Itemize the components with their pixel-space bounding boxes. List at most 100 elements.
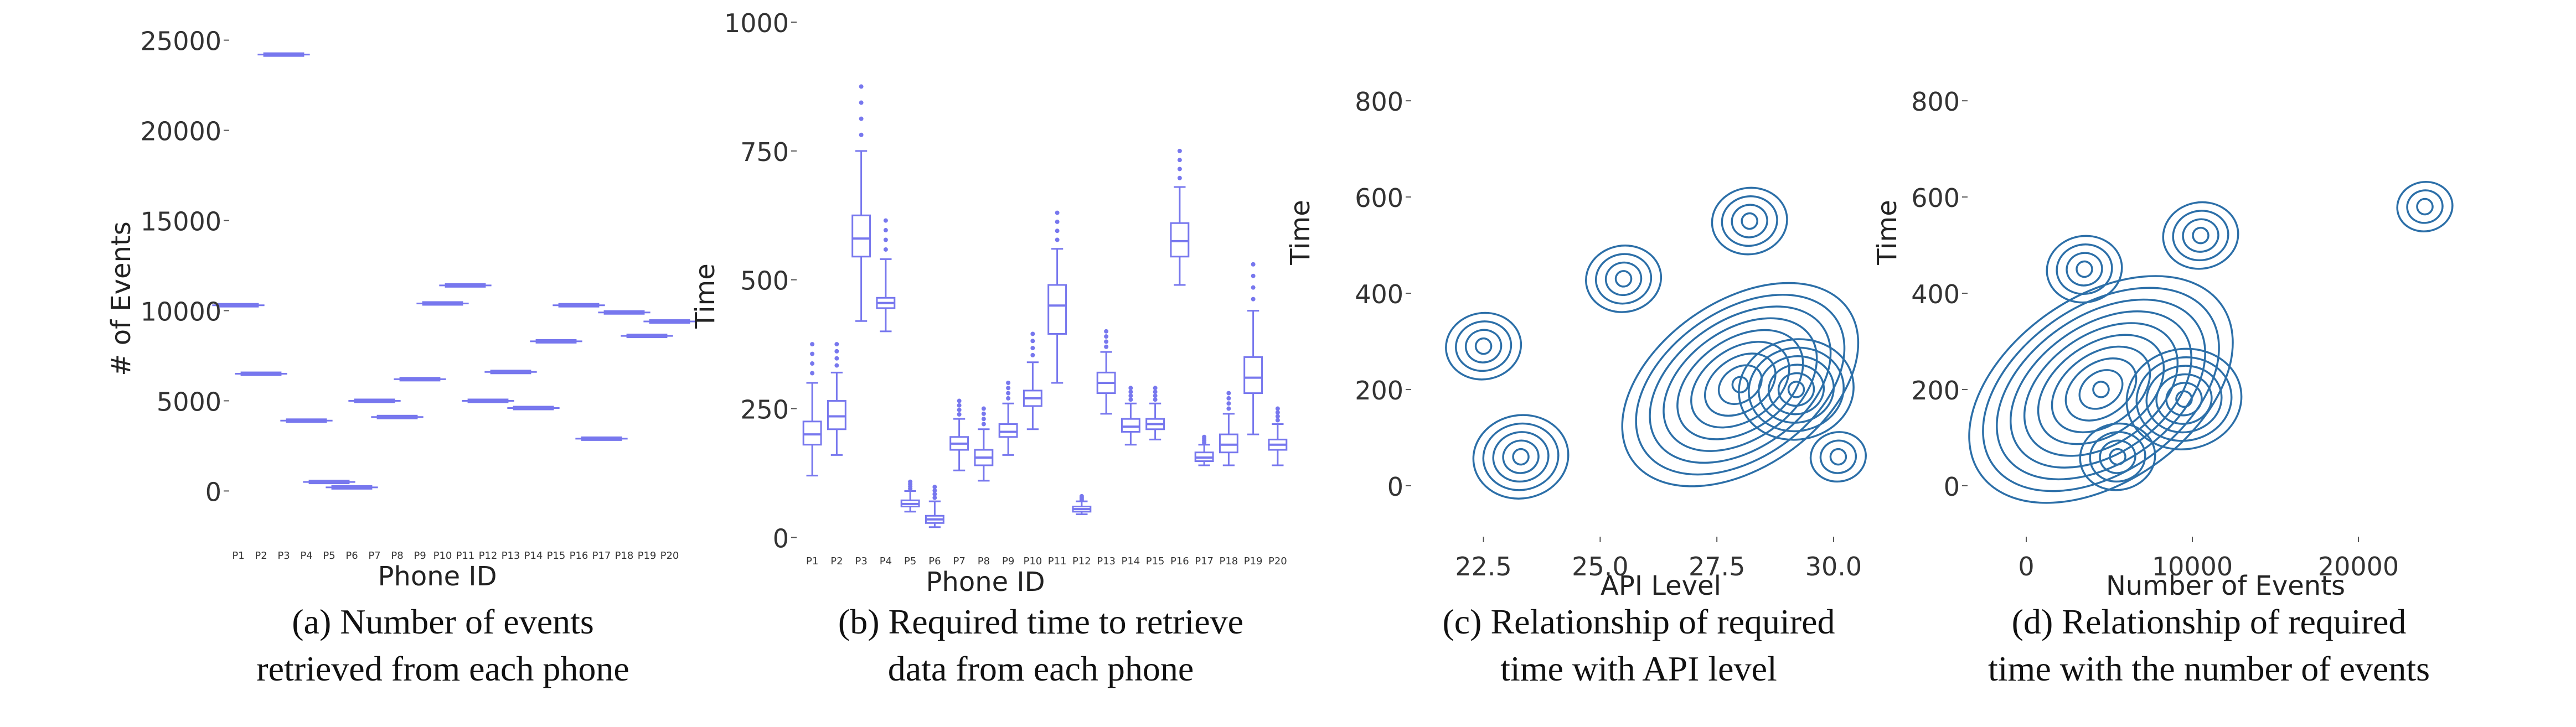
outlier-point	[1006, 380, 1011, 385]
density-contour	[1464, 329, 1503, 364]
y-tick-label: 800	[1911, 87, 1960, 117]
event-count-box	[308, 480, 350, 485]
outlier-point	[981, 417, 986, 422]
outlier-point	[1153, 390, 1158, 394]
x-tick-label: 27.5	[1689, 552, 1745, 581]
x-tick-label: P7	[953, 555, 965, 567]
x-tick-label: P6	[928, 555, 941, 567]
outlier-point	[1177, 175, 1182, 180]
x-tick-label: P20	[660, 550, 679, 562]
event-count-box	[490, 370, 531, 375]
density-contour	[1676, 329, 1804, 440]
x-tick-label: P3	[855, 555, 867, 567]
y-tick-label: 5000	[157, 387, 221, 417]
x-tick-label: P20	[1268, 555, 1287, 567]
outlier-point	[1055, 229, 1060, 233]
density-contour	[1585, 245, 1663, 313]
density-contour	[1711, 186, 1788, 256]
density-contour	[1996, 298, 2206, 481]
outlier-point	[883, 247, 888, 252]
outlier-point	[1153, 393, 1158, 398]
x-tick-label: P14	[1121, 555, 1140, 567]
density-contour	[1690, 341, 1790, 429]
outlier-point	[1030, 339, 1035, 344]
event-count-box	[399, 377, 441, 382]
outlier-point	[1006, 386, 1011, 391]
time-box	[998, 423, 1018, 438]
outlier-point	[981, 411, 986, 416]
y-tick-label: 15000	[141, 207, 221, 237]
outlier-point	[834, 363, 839, 368]
event-count-box	[445, 283, 486, 288]
outlier-point	[1055, 237, 1060, 242]
density-contour	[1767, 364, 1825, 416]
x-tick-label: 0	[2018, 552, 2034, 581]
density-contour	[2046, 235, 2123, 304]
outlier-point	[1177, 167, 1182, 172]
density-contour	[2155, 373, 2213, 425]
event-count-box	[376, 414, 418, 419]
y-tick-label: 800	[1355, 87, 1403, 117]
density-contour	[2416, 198, 2434, 216]
y-tick-label: 200	[1911, 376, 1960, 406]
event-count-box	[422, 301, 463, 306]
outlier-point	[859, 116, 864, 121]
density-contour	[1829, 448, 1847, 466]
density-contour	[1731, 376, 1749, 393]
outlier-point	[932, 485, 937, 490]
outlier-point	[1251, 262, 1256, 267]
panel-c	[1445, 186, 1867, 500]
x-tick-label: 22.5	[1455, 552, 1511, 581]
outlier-point	[1030, 352, 1035, 357]
time-box	[1121, 418, 1140, 433]
density-contour	[2165, 382, 2203, 417]
density-contour	[1721, 195, 1778, 247]
density-contour	[1703, 352, 1777, 417]
x-tick-label: P1	[232, 550, 244, 562]
x-tick-label: P16	[1170, 555, 1189, 567]
caption-line: time with API level	[1500, 649, 1777, 688]
y-axis-label: Time	[690, 263, 721, 329]
time-box	[1170, 222, 1190, 258]
density-contour	[2175, 390, 2193, 408]
outlier-point	[957, 398, 962, 403]
x-tick-label: P17	[1195, 555, 1214, 567]
outlier-point	[1202, 434, 1207, 439]
y-tick-label: 10000	[141, 297, 221, 326]
x-axis-label: API Level	[1601, 570, 1721, 601]
outlier-point	[883, 228, 888, 233]
panel-d	[1968, 180, 2454, 504]
density-contour	[1594, 253, 1653, 305]
panel-a	[212, 52, 696, 490]
density-contour	[1455, 320, 1512, 372]
y-axis-label: Time	[1285, 200, 1316, 265]
x-tick-label: P6	[345, 550, 358, 562]
density-contour	[1482, 422, 1560, 491]
x-tick-label: P9	[414, 550, 426, 562]
event-count-box	[240, 371, 282, 376]
event-count-box	[626, 334, 668, 339]
outlier-point	[957, 403, 962, 408]
time-box	[1047, 284, 1067, 335]
caption-line: retrieved from each phone	[256, 649, 629, 688]
x-axis-label: Number of Events	[2106, 570, 2345, 601]
density-contour	[2396, 180, 2454, 233]
x-tick-label: P18	[615, 550, 634, 562]
x-tick-label: P18	[1219, 555, 1238, 567]
density-contour	[1492, 431, 1550, 483]
density-contour	[1502, 439, 1540, 474]
y-tick-label: 0	[1387, 472, 1403, 502]
outlier-point	[932, 495, 937, 500]
density-contour	[1748, 346, 1845, 433]
outlier-point	[1226, 406, 1231, 411]
outlier-point	[810, 351, 815, 356]
outlier-point	[1275, 414, 1280, 419]
x-tick-label: P7	[368, 550, 380, 562]
outlier-point	[859, 84, 864, 89]
density-contour	[1777, 372, 1815, 407]
density-contour	[1731, 204, 1768, 238]
x-tick-label: P17	[592, 550, 611, 562]
outlier-point	[957, 407, 962, 412]
outlier-point	[883, 218, 888, 223]
outlier-point	[1030, 346, 1035, 351]
